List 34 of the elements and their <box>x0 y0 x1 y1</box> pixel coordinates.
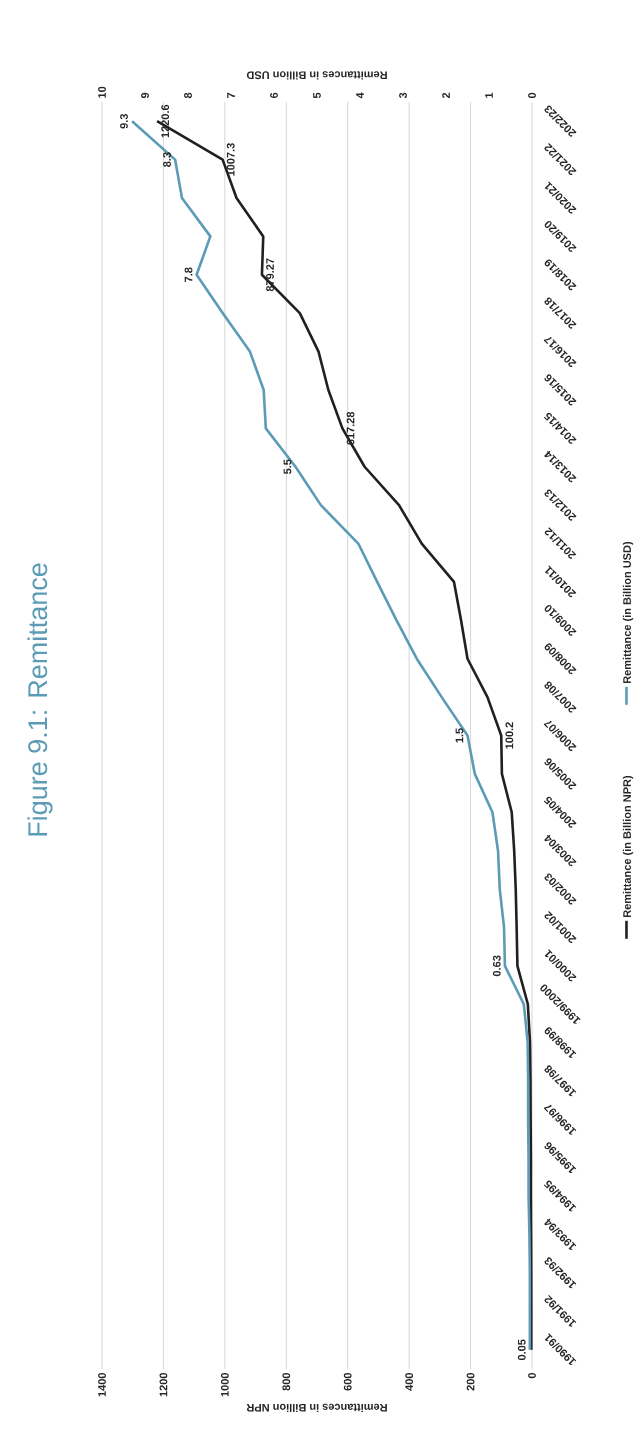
x2-axis-title: Remittances in Billion USD <box>246 71 387 80</box>
x2-tick-label: 7 <box>227 92 235 99</box>
data-label: 9.3 <box>120 113 128 129</box>
data-label: 617.28 <box>346 411 355 445</box>
data-label: 5.5 <box>283 459 292 475</box>
x2-tick-label: 6 <box>270 92 278 99</box>
x2-tick-label: 8 <box>184 92 192 99</box>
data-label: 8.3 <box>163 152 171 167</box>
x-tick-label: 800 <box>282 1372 291 1391</box>
data-label: 0.63 <box>492 955 501 977</box>
x-tick-label: 1000 <box>220 1372 229 1397</box>
text: Remittance (in Billion USD) <box>622 541 634 684</box>
x2-tick-label: 3 <box>399 92 407 99</box>
data-label: 7.8 <box>184 267 193 282</box>
x2-tick-label: 10 <box>98 86 106 98</box>
data-label: 0.05 <box>517 1339 526 1361</box>
text: Remittance (in Billion NPR) <box>622 775 634 918</box>
data-label: 1007.3 <box>226 143 235 176</box>
x-tick-label: 600 <box>343 1372 352 1391</box>
x-tick-label: 1200 <box>159 1372 168 1397</box>
x2-tick-label: 9 <box>141 92 149 99</box>
data-label: 100.2 <box>505 722 514 749</box>
x2-tick-label: 0 <box>528 92 536 99</box>
x-tick-label: 200 <box>466 1372 475 1391</box>
x-tick-label: 0 <box>528 1372 536 1379</box>
x-axis-title: Remittances in Billion NPR <box>246 1403 387 1412</box>
x2-tick-label: 1 <box>485 92 493 98</box>
x2-tick-label: 4 <box>356 92 364 99</box>
x2-tick-label: 2 <box>442 92 450 99</box>
x-tick-label: 1400 <box>98 1372 106 1397</box>
data-label: 1.5 <box>455 728 464 743</box>
text: Figure 9.1: Remittance <box>27 563 53 836</box>
x-tick-label: 400 <box>405 1372 414 1391</box>
x2-tick-label: 5 <box>313 92 321 99</box>
